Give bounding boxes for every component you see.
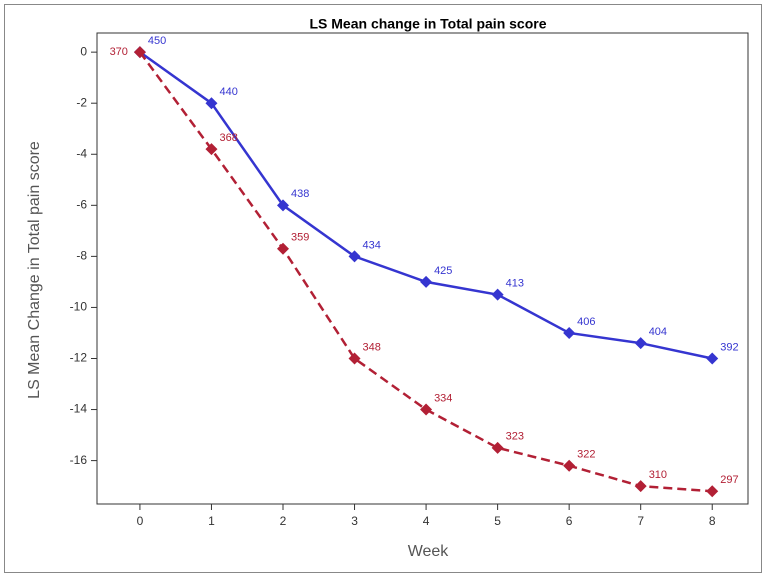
y-tick-label: -8: [76, 249, 87, 263]
marker: [634, 337, 647, 350]
marker: [634, 480, 647, 493]
x-tick-label: 2: [280, 514, 287, 528]
point-label: 359: [291, 232, 309, 244]
point-label: 413: [506, 278, 524, 290]
marker: [205, 143, 218, 156]
point-label: 322: [577, 449, 595, 461]
y-tick-label: -6: [76, 197, 87, 211]
marker: [277, 199, 289, 212]
marker: [205, 97, 218, 110]
x-tick-label: 8: [709, 514, 716, 528]
marker: [348, 352, 361, 365]
point-label: 297: [720, 474, 738, 486]
marker: [563, 326, 576, 339]
y-tick-label: -16: [70, 453, 88, 467]
point-label: 370: [110, 46, 128, 58]
x-tick-label: 7: [637, 514, 644, 528]
y-tick-label: -2: [76, 95, 87, 109]
point-label: 438: [291, 188, 309, 200]
marker: [706, 485, 719, 498]
point-label: 348: [363, 341, 381, 353]
point-label: 404: [649, 326, 667, 338]
chart-title: LS Mean change in Total pain score: [309, 16, 546, 32]
point-label: 368: [219, 132, 237, 144]
marker: [133, 46, 146, 59]
y-axis-label: LS Mean Change in Total pain score: [26, 141, 43, 399]
x-axis-label: Week: [408, 543, 450, 560]
marker: [420, 403, 433, 416]
point-label: 323: [506, 431, 524, 443]
marker: [491, 441, 504, 454]
plot-area: [96, 32, 749, 505]
point-label: 392: [720, 341, 738, 353]
marker: [277, 242, 289, 255]
point-label: 450: [148, 35, 166, 47]
y-tick-label: -4: [76, 146, 87, 160]
y-tick-label: -14: [70, 402, 88, 416]
point-label: 425: [434, 265, 452, 277]
marker: [348, 250, 361, 263]
marker: [706, 352, 719, 365]
point-label: 310: [649, 469, 667, 481]
marker: [563, 459, 576, 472]
y-tick-label: 0: [80, 44, 87, 58]
x-tick-label: 1: [208, 514, 215, 528]
marker: [491, 288, 504, 301]
marker: [420, 275, 433, 288]
x-tick-label: 4: [423, 514, 430, 528]
point-label: 434: [363, 239, 381, 251]
frame: [4, 4, 762, 573]
y-tick-label: -12: [70, 351, 88, 365]
point-label: 334: [434, 392, 452, 404]
x-tick-label: 5: [494, 514, 501, 528]
x-tick-label: 6: [566, 514, 573, 528]
x-tick-label: 3: [351, 514, 358, 528]
y-tick-label: -10: [70, 300, 88, 314]
point-label: 440: [219, 86, 237, 98]
x-tick-label: 0: [137, 514, 144, 528]
point-label: 406: [577, 316, 595, 328]
